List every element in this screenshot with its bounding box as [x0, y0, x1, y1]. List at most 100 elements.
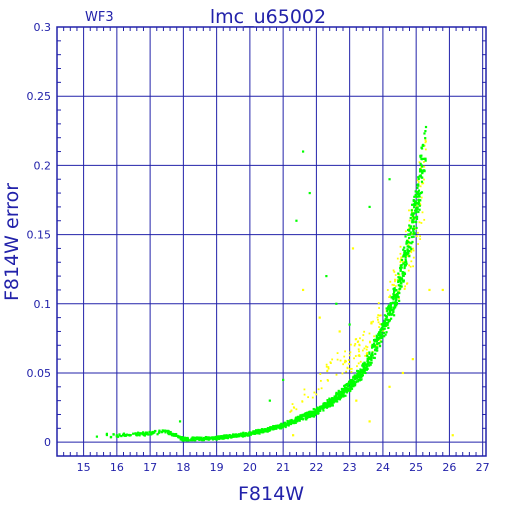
data-point	[381, 327, 384, 330]
data-point	[349, 343, 352, 346]
data-point	[195, 436, 198, 439]
data-point	[314, 413, 317, 416]
data-point	[410, 247, 413, 251]
data-point	[336, 400, 339, 403]
data-point	[408, 219, 411, 222]
data-point	[411, 233, 413, 235]
data-point	[399, 261, 402, 263]
data-point	[407, 240, 410, 244]
data-point	[416, 206, 419, 209]
data-point	[317, 409, 320, 412]
data-point	[384, 333, 387, 336]
data-point	[419, 162, 422, 165]
data-point	[417, 231, 419, 234]
data-point	[266, 429, 269, 432]
data-point	[276, 425, 279, 429]
data-point	[383, 320, 386, 323]
data-point	[383, 314, 387, 317]
data-point	[417, 189, 421, 192]
data-point	[373, 345, 376, 348]
data-point	[337, 392, 341, 395]
data-point	[370, 358, 373, 362]
data-point	[412, 206, 416, 209]
data-point	[393, 301, 396, 305]
data-point	[112, 433, 115, 436]
data-point	[392, 314, 396, 317]
data-point	[417, 198, 420, 201]
data-point	[420, 154, 423, 157]
data-point	[312, 412, 315, 415]
data-point	[392, 291, 396, 294]
data-point	[404, 235, 407, 238]
data-point	[356, 377, 359, 380]
data-point	[129, 434, 132, 437]
data-point	[411, 214, 414, 218]
data-point	[353, 374, 356, 377]
data-point	[225, 434, 228, 437]
data-point	[348, 389, 351, 393]
data-point	[404, 263, 407, 267]
data-point	[428, 288, 431, 292]
data-point	[414, 201, 417, 204]
data-point	[375, 340, 378, 343]
data-point	[137, 433, 140, 436]
data-point	[404, 256, 407, 259]
data-point	[145, 433, 149, 436]
data-point	[391, 308, 394, 312]
data-point	[230, 435, 233, 438]
data-point	[174, 434, 177, 437]
data-point	[335, 392, 338, 396]
data-point	[284, 425, 287, 429]
data-point	[422, 143, 425, 147]
data-point	[151, 430, 154, 434]
data-point	[343, 384, 346, 388]
data-point	[388, 313, 391, 317]
x-tick-label: 27	[476, 461, 490, 474]
data-point	[282, 378, 285, 381]
data-point	[419, 199, 422, 202]
data-point	[416, 183, 419, 187]
data-point	[349, 380, 352, 383]
data-point	[222, 436, 226, 439]
data-point	[178, 435, 181, 439]
data-point	[359, 369, 362, 372]
data-point	[328, 403, 331, 406]
data-point	[334, 396, 337, 400]
data-point	[409, 265, 412, 268]
data-point	[370, 321, 373, 324]
data-point	[383, 335, 386, 338]
data-point	[199, 438, 202, 441]
data-point	[393, 270, 396, 273]
data-point	[353, 344, 356, 347]
plot-background	[57, 27, 486, 456]
data-point	[387, 304, 390, 307]
data-point	[404, 285, 407, 288]
data-point	[109, 435, 113, 439]
data-point	[358, 350, 360, 353]
data-point	[340, 393, 344, 397]
data-point	[352, 375, 355, 378]
data-point	[388, 296, 391, 299]
data-point	[400, 256, 403, 259]
plot-frame	[56, 26, 487, 457]
data-point	[362, 334, 365, 336]
data-point	[349, 351, 352, 354]
data-point	[387, 308, 390, 311]
data-point	[213, 437, 216, 440]
data-point	[418, 192, 421, 195]
data-point	[415, 217, 419, 221]
data-point	[352, 385, 355, 388]
data-point	[421, 182, 424, 185]
data-point	[392, 293, 395, 296]
data-point	[135, 432, 138, 435]
data-point	[309, 415, 312, 418]
data-point	[308, 191, 311, 195]
data-point	[399, 278, 402, 281]
data-point	[411, 203, 414, 206]
data-point	[378, 342, 381, 345]
data-point	[351, 383, 355, 386]
data-point	[264, 428, 267, 431]
data-point	[378, 314, 381, 317]
data-point	[212, 437, 215, 441]
data-point	[371, 343, 374, 346]
